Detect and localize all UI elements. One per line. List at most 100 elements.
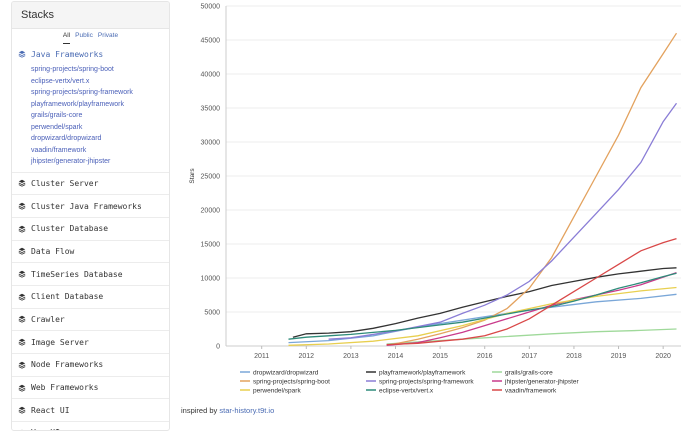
legend-label: dropwizard/dropwizard	[253, 370, 319, 377]
group-head[interactable]: Crawler	[12, 309, 169, 331]
layers-icon	[18, 50, 26, 58]
sidebar-group: React UI	[12, 399, 169, 423]
tab-public[interactable]: Public	[75, 32, 93, 39]
group-list: Cluster Server Cluster Java Frameworks Clu…	[12, 173, 169, 430]
sidebar-title: Stacks	[12, 2, 169, 29]
star-history-chart: 0 5000 10000 15000 20000 25000 30000 35000 40000…	[189, 4, 681, 395]
group-label: Data Flow	[31, 246, 75, 256]
group-head[interactable]: Cluster Server	[12, 173, 169, 195]
layers-icon	[18, 225, 26, 233]
sidebar-tabs: All Public Private	[12, 29, 169, 44]
y-tick-label: 10000	[201, 276, 221, 283]
legend-label: spring-projects/spring-framework	[379, 379, 474, 386]
group-label: Web Frameworks	[31, 383, 99, 393]
layers-icon	[21, 429, 23, 430]
sidebar-group: Web Frameworks	[12, 377, 169, 400]
sidebar-group: TimeSeries Database	[12, 263, 169, 286]
group-head[interactable]: TimeSeries Database	[12, 263, 169, 285]
repo-link[interactable]: grails/grails-core	[31, 112, 83, 119]
legend-label: vaadin/framework	[505, 388, 557, 395]
sidebar-group: Cluster Server	[12, 173, 169, 196]
tab-all[interactable]: All	[62, 32, 71, 44]
sidebar-group: Vue UI	[12, 422, 169, 430]
y-tick-label: 40000	[201, 72, 221, 79]
group-head[interactable]: Cluster Database	[12, 218, 169, 240]
group-head[interactable]: Node Frameworks	[12, 354, 169, 376]
group-label: React UI	[31, 405, 70, 415]
series-line	[328, 102, 678, 340]
series-line	[390, 32, 678, 346]
group-label: Image Server	[31, 337, 89, 347]
sidebar-group: Image Server	[12, 331, 169, 354]
legend-label: grails/grails-core	[505, 370, 553, 377]
legend-label: jhipster/generator-jhipster	[504, 379, 580, 386]
layers-icon	[18, 407, 26, 414]
x-tick-label: 2014	[388, 353, 404, 360]
series-line	[288, 286, 677, 346]
y-tick-label: 20000	[201, 208, 221, 215]
star-history-link[interactable]: star-history.t9t.io	[219, 406, 275, 415]
x-tick-label: 2018	[566, 353, 582, 360]
repo-link[interactable]: perwendel/spark	[31, 123, 83, 131]
repo-link[interactable]: dropwizard/dropwizard	[31, 135, 102, 142]
y-tick-label: 45000	[201, 38, 221, 45]
y-tick-label: 5000	[204, 310, 220, 317]
layers-icon	[18, 338, 26, 346]
group-label: Java Frameworks	[31, 49, 104, 59]
repo-link[interactable]: spring-projects/spring-framework	[31, 89, 133, 96]
group-head[interactable]: Image Server	[12, 331, 169, 353]
group-label: TimeSeries Database	[31, 269, 123, 279]
sidebar-group: Crawler	[12, 309, 169, 332]
y-tick-label: 50000	[201, 4, 221, 11]
repo-link[interactable]: eclipse-vertx/vert.x	[31, 77, 90, 85]
x-tick-label: 2012	[299, 353, 315, 360]
repo-link[interactable]: jhipster/generator-jhipster	[31, 158, 111, 165]
x-tick-label: 2015	[432, 353, 448, 360]
group-label: Cluster Database	[31, 224, 109, 234]
series-line	[292, 267, 677, 338]
y-tick-label: 35000	[201, 106, 221, 113]
group-label: Client Database	[31, 292, 104, 302]
footer-note: inspired by star-history.t9t.io	[181, 406, 274, 415]
legend-label: spring-projects/spring-boot	[253, 379, 330, 386]
x-tick-label: 2017	[522, 353, 538, 360]
y-axis-label: Stars	[189, 168, 196, 184]
series-line	[386, 237, 677, 346]
group-head-java-frameworks[interactable]: Java Frameworks	[12, 44, 169, 64]
layers-icon	[18, 293, 26, 301]
layers-icon	[18, 384, 26, 392]
tab-private[interactable]: Private	[97, 32, 119, 39]
group-head[interactable]: React UI	[12, 399, 169, 421]
layers-icon	[18, 361, 26, 369]
legend-label: perwendel/spark	[253, 388, 301, 395]
group-head[interactable]: Client Database	[12, 286, 169, 308]
sidebar-group: Cluster Database	[12, 218, 169, 241]
group-label: Cluster Java Frameworks	[31, 201, 142, 211]
group-head[interactable]: Web Frameworks	[12, 377, 169, 399]
layers-icon	[18, 202, 26, 210]
repo-link[interactable]: spring-projects/spring-boot	[31, 66, 114, 73]
group-label: Cluster Server	[31, 178, 99, 188]
group-head[interactable]: Vue UI	[12, 422, 169, 430]
stacks-sidebar: Stacks All Public Private Java Framework…	[11, 1, 170, 431]
repo-list: spring-projects/spring-boot eclipse-vert…	[12, 64, 169, 172]
x-tick-label: 2013	[343, 353, 359, 360]
group-head[interactable]: Cluster Java Frameworks	[12, 195, 169, 217]
layers-icon	[18, 270, 26, 278]
layers-icon	[18, 248, 26, 256]
group-java-frameworks: Java Frameworks spring-projects/spring-b…	[12, 44, 169, 173]
series-line	[386, 271, 677, 346]
footer-prefix: inspired by	[181, 406, 218, 415]
y-tick-label: 25000	[201, 174, 221, 181]
sidebar-group: Node Frameworks	[12, 354, 169, 377]
series-line	[288, 272, 677, 340]
x-tick-label: 2016	[477, 353, 493, 360]
repo-link[interactable]: playframework/playframework	[31, 100, 124, 108]
y-tick-label: 30000	[201, 140, 221, 147]
group-label: Vue UI	[31, 428, 60, 430]
group-head[interactable]: Data Flow	[12, 241, 169, 263]
repo-link[interactable]: vaadin/framework	[31, 146, 87, 154]
x-tick-label: 2011	[254, 353, 269, 360]
x-tick-label: 2019	[611, 353, 627, 360]
sidebar-group: Cluster Java Frameworks	[12, 195, 169, 218]
